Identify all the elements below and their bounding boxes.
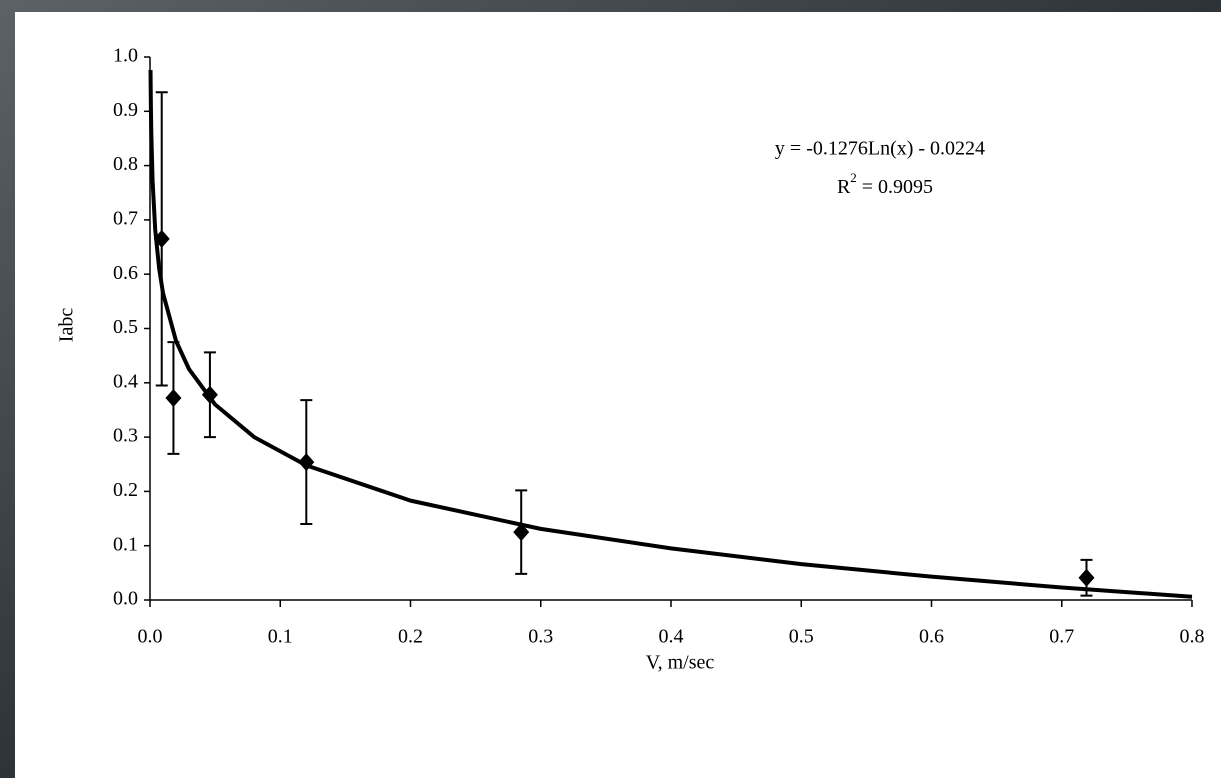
x-tick-label: 0.7 xyxy=(1049,626,1074,648)
point xyxy=(153,229,170,248)
y-axis-title: Iabc xyxy=(56,308,78,343)
point xyxy=(298,453,315,472)
point xyxy=(1078,568,1095,587)
x-tick-label: 0.2 xyxy=(398,626,423,648)
point xyxy=(165,389,182,408)
trend-line xyxy=(148,70,1193,599)
x-tick-label: 0.1 xyxy=(268,626,293,648)
y-tick-label: 0.4 xyxy=(113,370,138,392)
y-tick-label: 0.3 xyxy=(113,425,138,447)
x-tick-label: 0.5 xyxy=(789,626,814,648)
x-tick-label: 0.4 xyxy=(659,626,684,648)
y-tick-label: 0.6 xyxy=(113,262,138,284)
r2-superscript: 2 xyxy=(850,170,857,185)
x-tick-label: 0.0 xyxy=(138,626,163,648)
trend-equation: y = -0.1276Ln(x) - 0.0224 xyxy=(775,138,985,160)
y-tick-label: 0.7 xyxy=(113,207,138,229)
x-tick-label: 0.6 xyxy=(919,626,944,648)
y-tick-label: 0.1 xyxy=(113,533,138,555)
y-tick-label: 0.5 xyxy=(113,316,138,338)
point xyxy=(201,385,218,404)
point xyxy=(513,523,530,542)
x-tick-label: 0.8 xyxy=(1180,626,1205,648)
r2-value: = 0.9095 xyxy=(857,176,933,198)
y-tick-label: 0.9 xyxy=(113,99,138,121)
x-tick-label: 0.3 xyxy=(528,626,553,648)
y-tick-label: 1.0 xyxy=(113,45,138,67)
y-tick-label: 0.8 xyxy=(113,153,138,175)
r2-symbol: R xyxy=(837,176,851,198)
chart-area xyxy=(15,12,1221,778)
r-squared: R2 = 0.9095 xyxy=(837,170,933,198)
x-axis-title: V, m/sec xyxy=(646,652,715,674)
y-tick-label: 0.2 xyxy=(113,479,138,501)
y-tick-label: 0.0 xyxy=(113,588,138,610)
